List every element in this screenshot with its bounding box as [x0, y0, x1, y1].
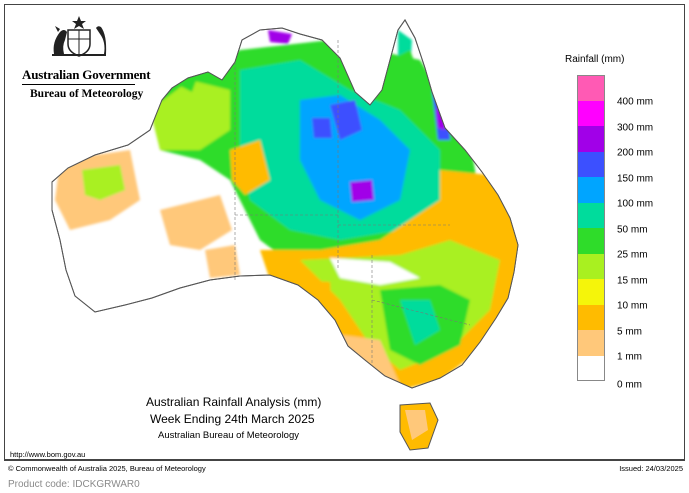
bom-website-link[interactable]: http://www.bom.gov.au	[10, 450, 86, 459]
legend-swatch	[577, 228, 605, 254]
coat-of-arms-logo	[52, 16, 107, 57]
bureau-name: Bureau of Meteorology	[30, 88, 144, 100]
legend-label: 200 mm	[617, 147, 654, 159]
legend-label: 50 mm	[617, 224, 648, 235]
legend-swatch	[577, 355, 605, 381]
legend-title: Rainfall (mm)	[565, 54, 625, 65]
legend-swatch	[577, 202, 605, 228]
issued-date: Issued: 24/03/2025	[619, 464, 683, 473]
legend-swatch	[577, 151, 605, 177]
map-subtitle: Week Ending 24th March 2025	[150, 412, 315, 426]
legend-swatch	[577, 330, 605, 356]
legend-label: 0 mm	[617, 379, 642, 391]
legend-swatch	[577, 126, 605, 152]
legend-label: 400 mm	[617, 96, 654, 108]
legend-label: 1 mm	[617, 351, 642, 363]
map-title: Australian Rainfall Analysis (mm)	[146, 395, 322, 409]
legend-label: 15 mm	[617, 275, 648, 286]
legend-label: 300 mm	[617, 122, 654, 133]
legend-label: 10 mm	[617, 300, 648, 312]
government-name: Australian Government	[22, 67, 151, 82]
legend-label: 5 mm	[617, 326, 642, 337]
legend-swatch	[577, 75, 605, 101]
legend-swatch	[577, 177, 605, 203]
copyright-text: © Commonwealth of Australia 2025, Bureau…	[8, 464, 206, 473]
legend-swatch	[577, 100, 605, 126]
footer-divider	[4, 460, 685, 461]
legend-swatch	[577, 279, 605, 305]
product-code: Product code: IDCKGRWAR0	[8, 479, 140, 490]
rainfall-map	[51, 19, 519, 451]
legend-scale	[577, 75, 605, 381]
map-source: Australian Bureau of Meteorology	[158, 430, 299, 441]
header-divider	[22, 84, 135, 85]
legend-label: 100 mm	[617, 198, 654, 210]
legend-swatch	[577, 253, 605, 279]
legend-swatch	[577, 304, 605, 330]
legend-label: 150 mm	[617, 173, 654, 184]
legend-label: 25 mm	[617, 249, 648, 261]
